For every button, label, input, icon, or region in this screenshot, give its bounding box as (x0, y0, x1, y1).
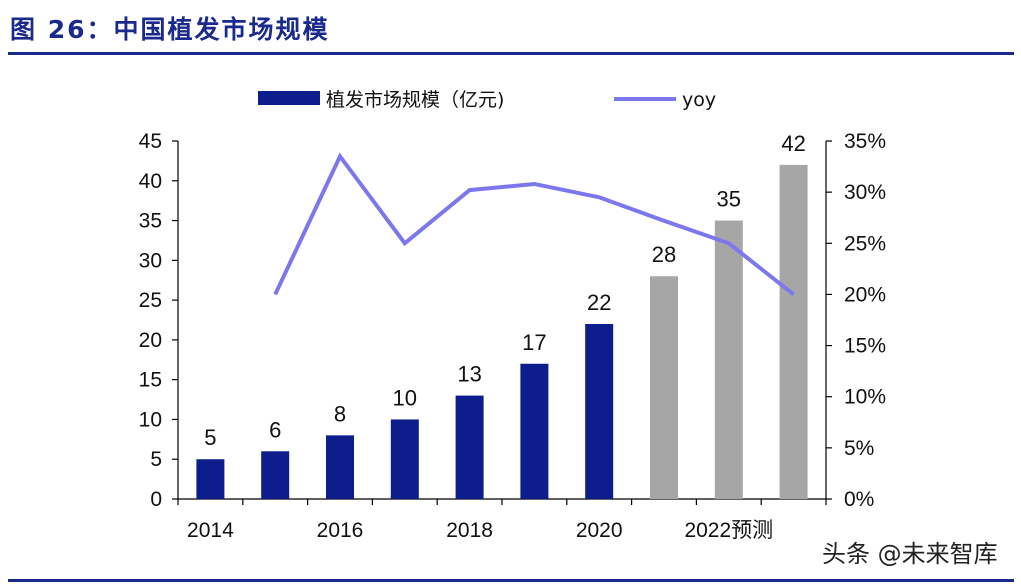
bar (326, 435, 354, 499)
x-tick-label: 2014 (187, 519, 234, 542)
bar (261, 451, 290, 499)
bar (585, 323, 614, 499)
legend-label-line: yoy (682, 89, 716, 111)
left-tick-label: 5 (150, 448, 162, 471)
left-axis: 0 5 10 15 20 25 30 35 40 45 (139, 130, 179, 511)
bottom-rule (8, 579, 1014, 582)
right-axis: 0% 5% 10% 15% 20% 25% 30% 35% (825, 130, 886, 511)
top-rule (8, 52, 1014, 55)
right-tick-label: 35% (844, 130, 886, 153)
bar-value-label: 35 (717, 187, 741, 212)
left-tick-label: 40 (139, 170, 162, 193)
x-axis: 2014 2016 2018 2020 2022预测 (177, 498, 827, 542)
x-tick-label: 2022预测 (684, 519, 773, 542)
right-tick-label: 30% (844, 181, 886, 204)
bar-value-label: 28 (652, 242, 676, 267)
left-tick-label: 35 (139, 210, 162, 233)
bar (390, 419, 419, 499)
x-tick-label: 2020 (576, 519, 623, 542)
bar (714, 220, 743, 500)
left-tick-label: 45 (139, 130, 162, 153)
left-tick-label: 15 (139, 369, 162, 392)
legend: 植发市场规模（亿元) yoy (258, 89, 716, 111)
left-tick-label: 25 (139, 289, 162, 312)
right-tick-label: 5% (844, 437, 874, 460)
bar (650, 276, 678, 499)
bar-value-label: 22 (587, 290, 611, 315)
x-tick-label: 2016 (317, 519, 364, 542)
right-tick-label: 25% (844, 232, 886, 255)
bar (779, 164, 808, 499)
yoy-line-group (273, 152, 795, 296)
bars (196, 164, 808, 500)
left-tick-label: 10 (139, 408, 162, 431)
bar (455, 395, 484, 499)
right-tick-label: 20% (844, 283, 886, 306)
legend-label-bar: 植发市场规模（亿元) (326, 89, 504, 111)
bar-value-label: 17 (522, 330, 546, 355)
legend-swatch-bar (258, 91, 320, 105)
bar-value-label: 42 (781, 131, 805, 156)
right-tick-label: 15% (844, 335, 886, 358)
bar-value-label: 5 (204, 425, 216, 450)
watermark: 头条 @未来智库 (822, 540, 998, 568)
right-tick-label: 0% (844, 488, 874, 511)
bar-value-label: 13 (457, 362, 481, 387)
x-tick-label: 2018 (446, 519, 493, 542)
left-tick-label: 0 (150, 488, 162, 511)
figure-title: 图 26：中国植发市场规模 (10, 15, 330, 44)
bar (196, 459, 225, 499)
left-tick-label: 30 (139, 249, 162, 272)
bar-value-label: 10 (393, 385, 417, 410)
bar (520, 363, 549, 499)
bar-value-label: 6 (269, 417, 281, 442)
right-tick-label: 10% (844, 386, 886, 409)
left-tick-label: 20 (139, 329, 162, 352)
data-labels: 5 6 8 10 13 17 22 28 35 42 (204, 131, 806, 450)
bar-value-label: 8 (334, 401, 346, 426)
